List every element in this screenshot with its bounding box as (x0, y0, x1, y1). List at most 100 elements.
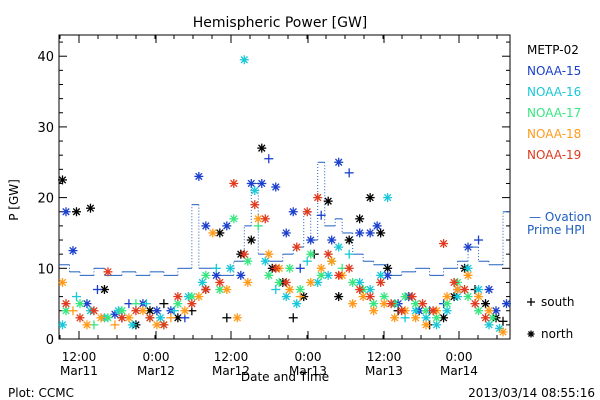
x-tick-label-date: Mar13 (365, 364, 403, 378)
south-point-noaa-16 (271, 285, 281, 295)
legend-entry-noaa-19: NOAA-19 (527, 148, 581, 162)
north-point-noaa-18 (327, 256, 337, 266)
symbol-legend-label: north (541, 327, 573, 341)
x-tick-label-date: Mar14 (440, 364, 478, 378)
south-point-noaa-16 (141, 299, 151, 309)
north-point-metp-02 (57, 175, 67, 185)
north-point-noaa-18 (484, 306, 494, 316)
north-point-noaa-15 (502, 299, 512, 309)
south-point-noaa-16 (169, 306, 179, 316)
south-point-noaa-15 (92, 285, 102, 295)
north-point-noaa-16 (292, 299, 302, 309)
north-point-noaa-19 (239, 249, 249, 259)
symbol-legend-label: south (541, 295, 575, 309)
north-point-noaa-15 (306, 235, 316, 245)
north-point-noaa-15 (271, 182, 281, 192)
north-point-noaa-16 (127, 320, 137, 330)
north-point-metp-02 (246, 235, 256, 245)
legend-entry-metp-02: METP-02 (527, 43, 579, 57)
north-point-noaa-18 (264, 249, 274, 259)
legend-entry-noaa-15: NOAA-15 (527, 64, 581, 78)
north-point-noaa-19 (117, 313, 127, 323)
north-point-noaa-19 (439, 239, 449, 249)
x-tick-label-date: Mar11 (60, 364, 98, 378)
north-point-noaa-15 (281, 228, 291, 238)
north-point-noaa-19 (145, 313, 155, 323)
north-point-noaa-19 (470, 299, 480, 309)
north-point-noaa-16 (365, 285, 375, 295)
south-point-metp-02 (222, 313, 232, 323)
north-point-noaa-19 (131, 306, 141, 316)
north-point-noaa-15 (288, 207, 298, 217)
south-point-noaa-15 (344, 168, 354, 178)
footer-plot-credit: Plot: CCMC (8, 386, 74, 400)
legend: METP-02 NOAA-15 NOAA-16 NOAA-17 NOAA-18 NOAA-… (527, 43, 581, 341)
north-point-metp-02 (355, 214, 365, 224)
south-point-metp-02 (288, 313, 298, 323)
south-point-noaa-15 (474, 235, 484, 245)
north-point-noaa-19 (215, 277, 225, 287)
north-point-noaa-19 (334, 270, 344, 280)
y-tick-label: 0 (46, 333, 54, 348)
x-axis-label: Date and Time (241, 370, 329, 384)
north-point-noaa-18 (96, 313, 106, 323)
legend-entry-noaa-16: NOAA-16 (527, 85, 581, 99)
north-point-noaa-19 (201, 285, 211, 295)
north-point-metp-02 (481, 299, 491, 309)
north-point-noaa-18 (285, 285, 295, 295)
north-point-noaa-18 (474, 292, 484, 302)
north-point-noaa-19 (271, 263, 281, 273)
north-point-noaa-19 (407, 292, 417, 302)
north-point-noaa-18 (463, 270, 473, 280)
north-point-noaa-19 (173, 292, 183, 302)
north-point-noaa-16 (57, 320, 67, 330)
north-point-noaa-17 (348, 277, 358, 287)
chart-title: Hemispheric Power [GW] (193, 15, 368, 31)
north-point-noaa-18 (57, 277, 67, 287)
symbol-legend-north: north (527, 327, 573, 341)
north-point-noaa-19 (344, 263, 354, 273)
north-point-metp-02 (365, 193, 375, 203)
north-point-noaa-19 (260, 214, 270, 224)
north-point-metp-02 (257, 143, 267, 153)
south-point-noaa-18 (166, 313, 176, 323)
north-point-noaa-15 (372, 221, 382, 231)
north-point-noaa-18 (369, 306, 379, 316)
north-point-metp-02 (323, 196, 333, 206)
north-point-noaa-16 (260, 256, 270, 266)
north-point-noaa-19 (61, 299, 71, 309)
south-point-noaa-16 (211, 263, 221, 273)
north-point-noaa-19 (313, 193, 323, 203)
axes: 01020304012:00Mar110:00Mar1212:00Mar120:… (37, 35, 510, 378)
x-tick-label-time: 12:00 (62, 350, 97, 364)
north-point-noaa-16 (225, 263, 235, 273)
north-point-metp-02 (344, 235, 354, 245)
y-axis-label: P [GW] (7, 179, 21, 221)
north-point-noaa-19 (103, 267, 113, 277)
south-point-noaa-18 (295, 292, 305, 302)
north-point-noaa-18 (208, 228, 218, 238)
north-point-noaa-16 (383, 193, 393, 203)
north-point-noaa-18 (348, 299, 358, 309)
north-point-noaa-17 (474, 306, 484, 316)
north-point-noaa-19 (323, 249, 333, 259)
north-point-noaa-18 (243, 277, 253, 287)
north-point-noaa-19 (187, 299, 197, 309)
south-point-noaa-16 (302, 256, 312, 266)
north-point-noaa-19 (355, 285, 365, 295)
north-point-noaa-15 (236, 270, 246, 280)
north-point-noaa-18 (421, 320, 431, 330)
north-point-noaa-19 (428, 306, 438, 316)
north-point-noaa-18 (138, 306, 148, 316)
south-point-noaa-18 (110, 320, 120, 330)
north-point-noaa-19 (302, 207, 312, 217)
x-tick-label-date: Mar12 (137, 364, 175, 378)
north-point-noaa-19 (376, 277, 386, 287)
north-point-noaa-19 (397, 306, 407, 316)
south-point-noaa-15 (295, 263, 305, 273)
south-point-noaa-16 (344, 249, 354, 259)
north-point-noaa-16 (281, 292, 291, 302)
north-point-noaa-15 (68, 246, 78, 256)
north-point-noaa-18 (306, 277, 316, 287)
y-tick-label: 40 (37, 50, 54, 65)
